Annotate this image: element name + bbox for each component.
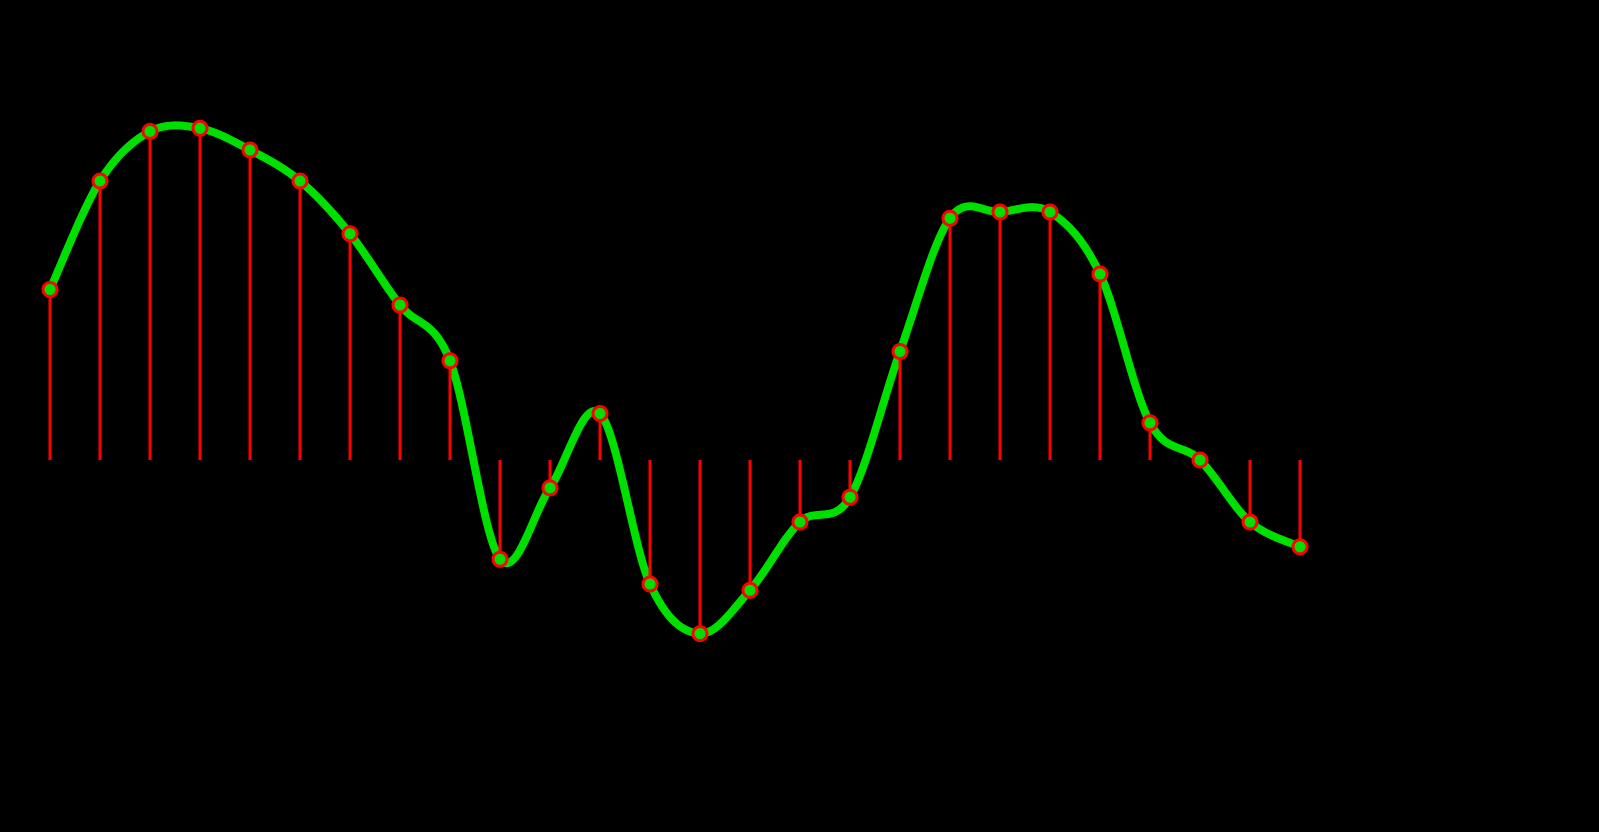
sample-marker bbox=[343, 227, 357, 241]
sample-marker bbox=[793, 515, 807, 529]
sample-marker bbox=[893, 345, 907, 359]
sample-marker bbox=[1243, 515, 1257, 529]
sample-marker bbox=[243, 143, 257, 157]
sample-marker bbox=[293, 174, 307, 188]
sample-marker bbox=[93, 174, 107, 188]
sample-marker bbox=[1043, 205, 1057, 219]
sample-marker bbox=[1143, 416, 1157, 430]
sample-marker bbox=[693, 627, 707, 641]
sample-marker bbox=[943, 211, 957, 225]
sample-marker bbox=[743, 583, 757, 597]
stems-group bbox=[50, 128, 1300, 633]
sample-marker bbox=[1193, 453, 1207, 467]
sample-marker bbox=[843, 490, 857, 504]
sample-marker bbox=[493, 552, 507, 566]
sample-marker bbox=[1093, 267, 1107, 281]
sample-marker bbox=[143, 124, 157, 138]
sample-marker bbox=[193, 121, 207, 135]
sample-marker bbox=[1293, 540, 1307, 554]
sample-marker bbox=[643, 577, 657, 591]
sample-marker bbox=[393, 298, 407, 312]
sample-marker bbox=[593, 407, 607, 421]
sample-marker bbox=[443, 354, 457, 368]
signal-curve bbox=[50, 125, 1300, 633]
chart-svg bbox=[0, 0, 1599, 832]
sample-marker bbox=[993, 205, 1007, 219]
signal-chart bbox=[0, 0, 1599, 832]
sample-marker bbox=[43, 283, 57, 297]
sample-marker bbox=[543, 481, 557, 495]
markers-group bbox=[43, 121, 1307, 640]
